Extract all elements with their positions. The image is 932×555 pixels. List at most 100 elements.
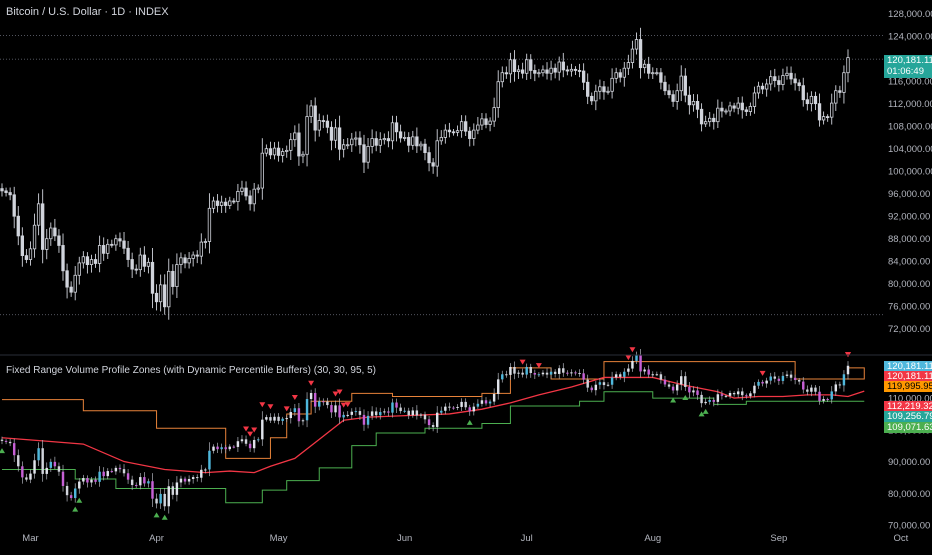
price-candle: [81, 251, 86, 269]
candle-body: [720, 107, 724, 112]
indicator-candle: [139, 473, 142, 490]
indicator-body: [53, 461, 57, 467]
candle-body: [36, 203, 41, 226]
main-y-tick-label: 104,000.00: [888, 144, 932, 155]
indicator-body: [318, 401, 321, 407]
indicator-candle: [781, 371, 785, 385]
indicator-candle: [834, 381, 838, 396]
indicator-candle: [464, 398, 467, 410]
price-candle: [830, 93, 834, 125]
price-candle: [89, 254, 94, 273]
indicator-candle: [846, 361, 850, 380]
price-candle: [756, 81, 761, 99]
candle-body: [752, 92, 757, 107]
indicator-candle: [802, 377, 805, 394]
candle-body: [8, 192, 12, 196]
candle-body: [403, 137, 407, 139]
indicator-body: [126, 473, 130, 480]
candle-body: [309, 105, 313, 118]
indicator-candle: [98, 466, 101, 487]
indicator-candle: [688, 381, 691, 398]
candle-body: [329, 126, 334, 141]
indicator-candle: [69, 491, 73, 501]
time-tick-label: Jun: [397, 533, 412, 544]
candle-body: [691, 101, 696, 106]
candle-body: [232, 200, 236, 203]
candle-body: [492, 107, 496, 122]
indicator-body: [155, 498, 158, 504]
indicator-body: [240, 439, 244, 442]
indicator-candle: [25, 473, 28, 482]
candle-body: [280, 151, 285, 156]
indicator-body: [171, 486, 175, 495]
price-candle: [622, 61, 626, 87]
candle-body: [16, 215, 20, 237]
price-candle: [703, 115, 708, 128]
indicator-body: [187, 478, 191, 482]
candle-body: [171, 270, 175, 287]
candle-body: [809, 95, 814, 105]
candle-body: [468, 130, 472, 139]
price-candle: [329, 121, 334, 151]
candle-body: [651, 72, 655, 75]
indicator-candle: [29, 469, 32, 484]
candle-body: [826, 116, 830, 119]
price-candle: [451, 128, 456, 136]
indicator-body: [191, 477, 195, 479]
indicator-body: [285, 418, 288, 420]
indicator-body: [700, 394, 703, 404]
indicator-candle: [671, 384, 675, 394]
candle-body: [541, 69, 545, 74]
candle-body: [313, 105, 317, 131]
price-candle: [439, 130, 443, 145]
price-candle: [651, 67, 655, 80]
indicator-candle: [435, 406, 439, 433]
price-candle: [179, 252, 183, 274]
indicator-body: [513, 366, 516, 374]
indicator-body: [163, 493, 166, 507]
indicator-body: [196, 477, 199, 479]
main-y-tick-label: 88,000.00: [888, 234, 930, 245]
indicator-candle: [305, 392, 309, 428]
indicator-candle: [370, 406, 374, 420]
candle-body: [195, 254, 199, 257]
indicator-candle: [501, 370, 504, 383]
indicator-candle: [126, 469, 130, 484]
candle-body: [106, 243, 110, 254]
price-candle: [354, 131, 358, 147]
candle-body: [158, 284, 163, 303]
sell-marker: [291, 394, 298, 400]
indicator-candle: [468, 404, 471, 416]
candle-body: [12, 194, 16, 217]
candle-body: [748, 106, 753, 112]
candle-body: [41, 203, 45, 250]
indicator-candle: [712, 397, 715, 407]
indicator-body: [680, 376, 683, 385]
candle-body: [260, 152, 264, 189]
price-candle: [549, 60, 553, 81]
candle-body: [496, 81, 500, 109]
indicator-candle: [810, 384, 813, 397]
indicator-candle: [627, 364, 630, 376]
bar-countdown: 01:06:49: [887, 66, 924, 77]
indicator-body: [793, 377, 797, 380]
indicator-candle: [553, 369, 557, 378]
indicator-body: [350, 411, 354, 415]
indicator-candle: [216, 442, 219, 454]
candle-body: [419, 143, 423, 147]
price-candle: [728, 101, 732, 117]
indicator-body: [464, 401, 467, 408]
indicator-candle: [761, 379, 764, 387]
indicator-body: [842, 374, 846, 386]
price-candle: [712, 113, 716, 130]
candle-body: [366, 146, 370, 163]
indicator-body: [61, 471, 65, 486]
price-candle: [480, 113, 484, 130]
indicator-candle: [232, 445, 236, 449]
indicator-candle: [716, 389, 720, 406]
price-candle: [130, 252, 134, 278]
indicator-candle: [696, 386, 699, 400]
indicator-candle: [383, 408, 386, 415]
price-candle: [407, 132, 411, 153]
